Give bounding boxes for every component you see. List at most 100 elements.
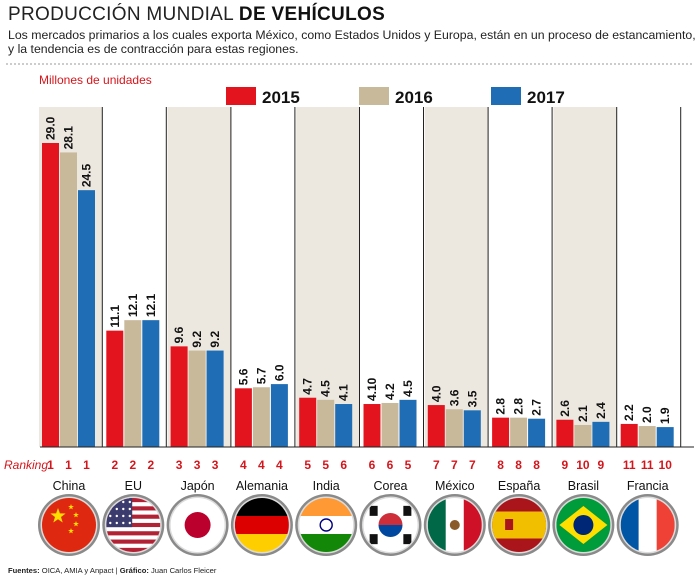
rank-Francia-2017: 10 [659,458,673,472]
legend-label-2017: 2017 [527,88,565,107]
footer: Fuentes: OICA, AMIA y Anpact | Gráfico: … [8,566,217,575]
value-label-México-2015: 4.0 [429,385,443,402]
bar-España-2016 [510,417,528,447]
value-label-Japón-2016: 9.2 [190,331,204,348]
value-label-España-2017: 2.7 [530,399,544,416]
country-name-4: India [313,479,340,493]
china-flag-icon [42,498,96,552]
bar-China-2016 [60,152,77,447]
bar-México-2017 [463,410,481,447]
band-6 [424,107,488,447]
rank-Japón-2016: 3 [194,458,201,472]
rank-China-2016: 1 [65,458,72,472]
legend-swatch-2017 [491,87,521,105]
india-flag-icon [299,498,354,552]
rank-México-2017: 7 [469,458,476,472]
country-name-9: Francia [627,479,669,493]
rank-Brasil-2017: 9 [598,458,605,472]
value-label-EU-2015: 11.1 [108,305,122,328]
bar-India-2015 [299,397,317,447]
usa-flag-icon [106,498,161,552]
bar-China-2017 [78,190,95,447]
value-label-México-2016: 3.6 [447,389,461,406]
rank-México-2016: 7 [451,458,458,472]
value-label-Brasil-2016: 2.1 [576,405,590,422]
value-label-Alemania-2016: 5.7 [254,367,268,384]
rank-China-2015: 1 [47,458,54,472]
rank-Alemania-2016: 4 [258,458,265,472]
graphic-label: Gráfico: [119,566,149,575]
value-label-India-2017: 4.1 [337,384,351,401]
bar-México-2015 [427,405,445,447]
value-label-Corea-2017: 4.5 [401,380,415,397]
y-axis-label: Millones de unidades [39,73,152,87]
value-label-Francia-2017: 1.9 [658,407,672,424]
rank-Corea-2015: 6 [369,458,376,472]
value-label-España-2016: 2.8 [512,398,526,415]
rank-México-2015: 7 [433,458,440,472]
legend-swatch-2015 [226,87,256,105]
bar-Japón-2016 [188,350,206,447]
rank-España-2015: 8 [497,458,504,472]
value-label-Japón-2017: 9.2 [208,331,222,348]
bar-Francia-2016 [638,426,656,447]
bar-Brasil-2016 [574,424,592,447]
bar-Francia-2017 [656,427,674,447]
bar-México-2016 [445,409,463,447]
bar-China-2015 [42,143,59,447]
bar-Japón-2015 [170,346,188,447]
bar-Alemania-2016 [252,387,270,447]
bar-Alemania-2017 [270,384,288,447]
germany-flag-icon [234,498,289,552]
value-label-España-2015: 2.8 [494,398,508,415]
rank-EU-2015: 2 [111,458,118,472]
legend-label-2015: 2015 [262,88,300,107]
legend-label-2016: 2016 [395,88,433,107]
value-label-México-2017: 3.5 [465,390,479,407]
rank-EU-2016: 2 [129,458,136,472]
bar-Corea-2015 [363,404,381,447]
rank-España-2016: 8 [515,458,522,472]
band-8 [553,107,617,447]
rank-Corea-2017: 5 [405,458,412,472]
title-light: PRODUCCIÓN MUNDIAL [8,4,234,25]
value-label-India-2016: 4.5 [319,380,333,397]
value-label-Corea-2016: 4.2 [383,383,397,400]
bar-Brasil-2015 [556,419,574,447]
title-bold: DE VEHÍCULOS [238,4,386,25]
country-name-8: Brasil [568,479,599,493]
page-title: PRODUCCIÓN MUNDIAL DE VEHÍCULOS [8,4,385,26]
value-label-Brasil-2015: 2.6 [558,400,572,417]
france-flag-icon [620,498,675,552]
country-name-0: China [53,479,86,493]
bar-EU-2015 [106,330,124,447]
bar-EU-2016 [124,320,142,447]
rank-India-2015: 5 [304,458,311,472]
rank-Japón-2017: 3 [212,458,219,472]
japan-flag-icon [170,498,225,552]
rank-China-2017: 1 [83,458,90,472]
rank-Francia-2016: 11 [641,458,654,472]
ranking-label: Ranking [4,458,48,472]
rank-Brasil-2016: 10 [576,458,590,472]
rank-Alemania-2015: 4 [240,458,247,472]
value-label-China-2015: 29.0 [44,116,58,140]
bar-Japón-2017 [206,350,224,447]
value-label-EU-2017: 12.1 [144,293,158,317]
rank-EU-2017: 2 [147,458,154,472]
country-name-2: Japón [181,479,215,493]
country-name-1: EU [125,479,142,493]
bar-Corea-2016 [381,402,399,447]
bar-España-2015 [492,417,510,447]
country-name-6: México [435,479,475,493]
country-name-7: España [498,479,540,493]
bar-Francia-2015 [620,423,638,447]
rank-Alemania-2017: 4 [276,458,283,472]
rank-España-2017: 8 [533,458,540,472]
spain-flag-icon [492,498,547,552]
bar-Alemania-2015 [234,388,252,447]
value-label-Francia-2015: 2.2 [622,404,636,421]
rank-India-2016: 5 [322,458,329,472]
value-label-EU-2016: 12.1 [126,293,140,317]
